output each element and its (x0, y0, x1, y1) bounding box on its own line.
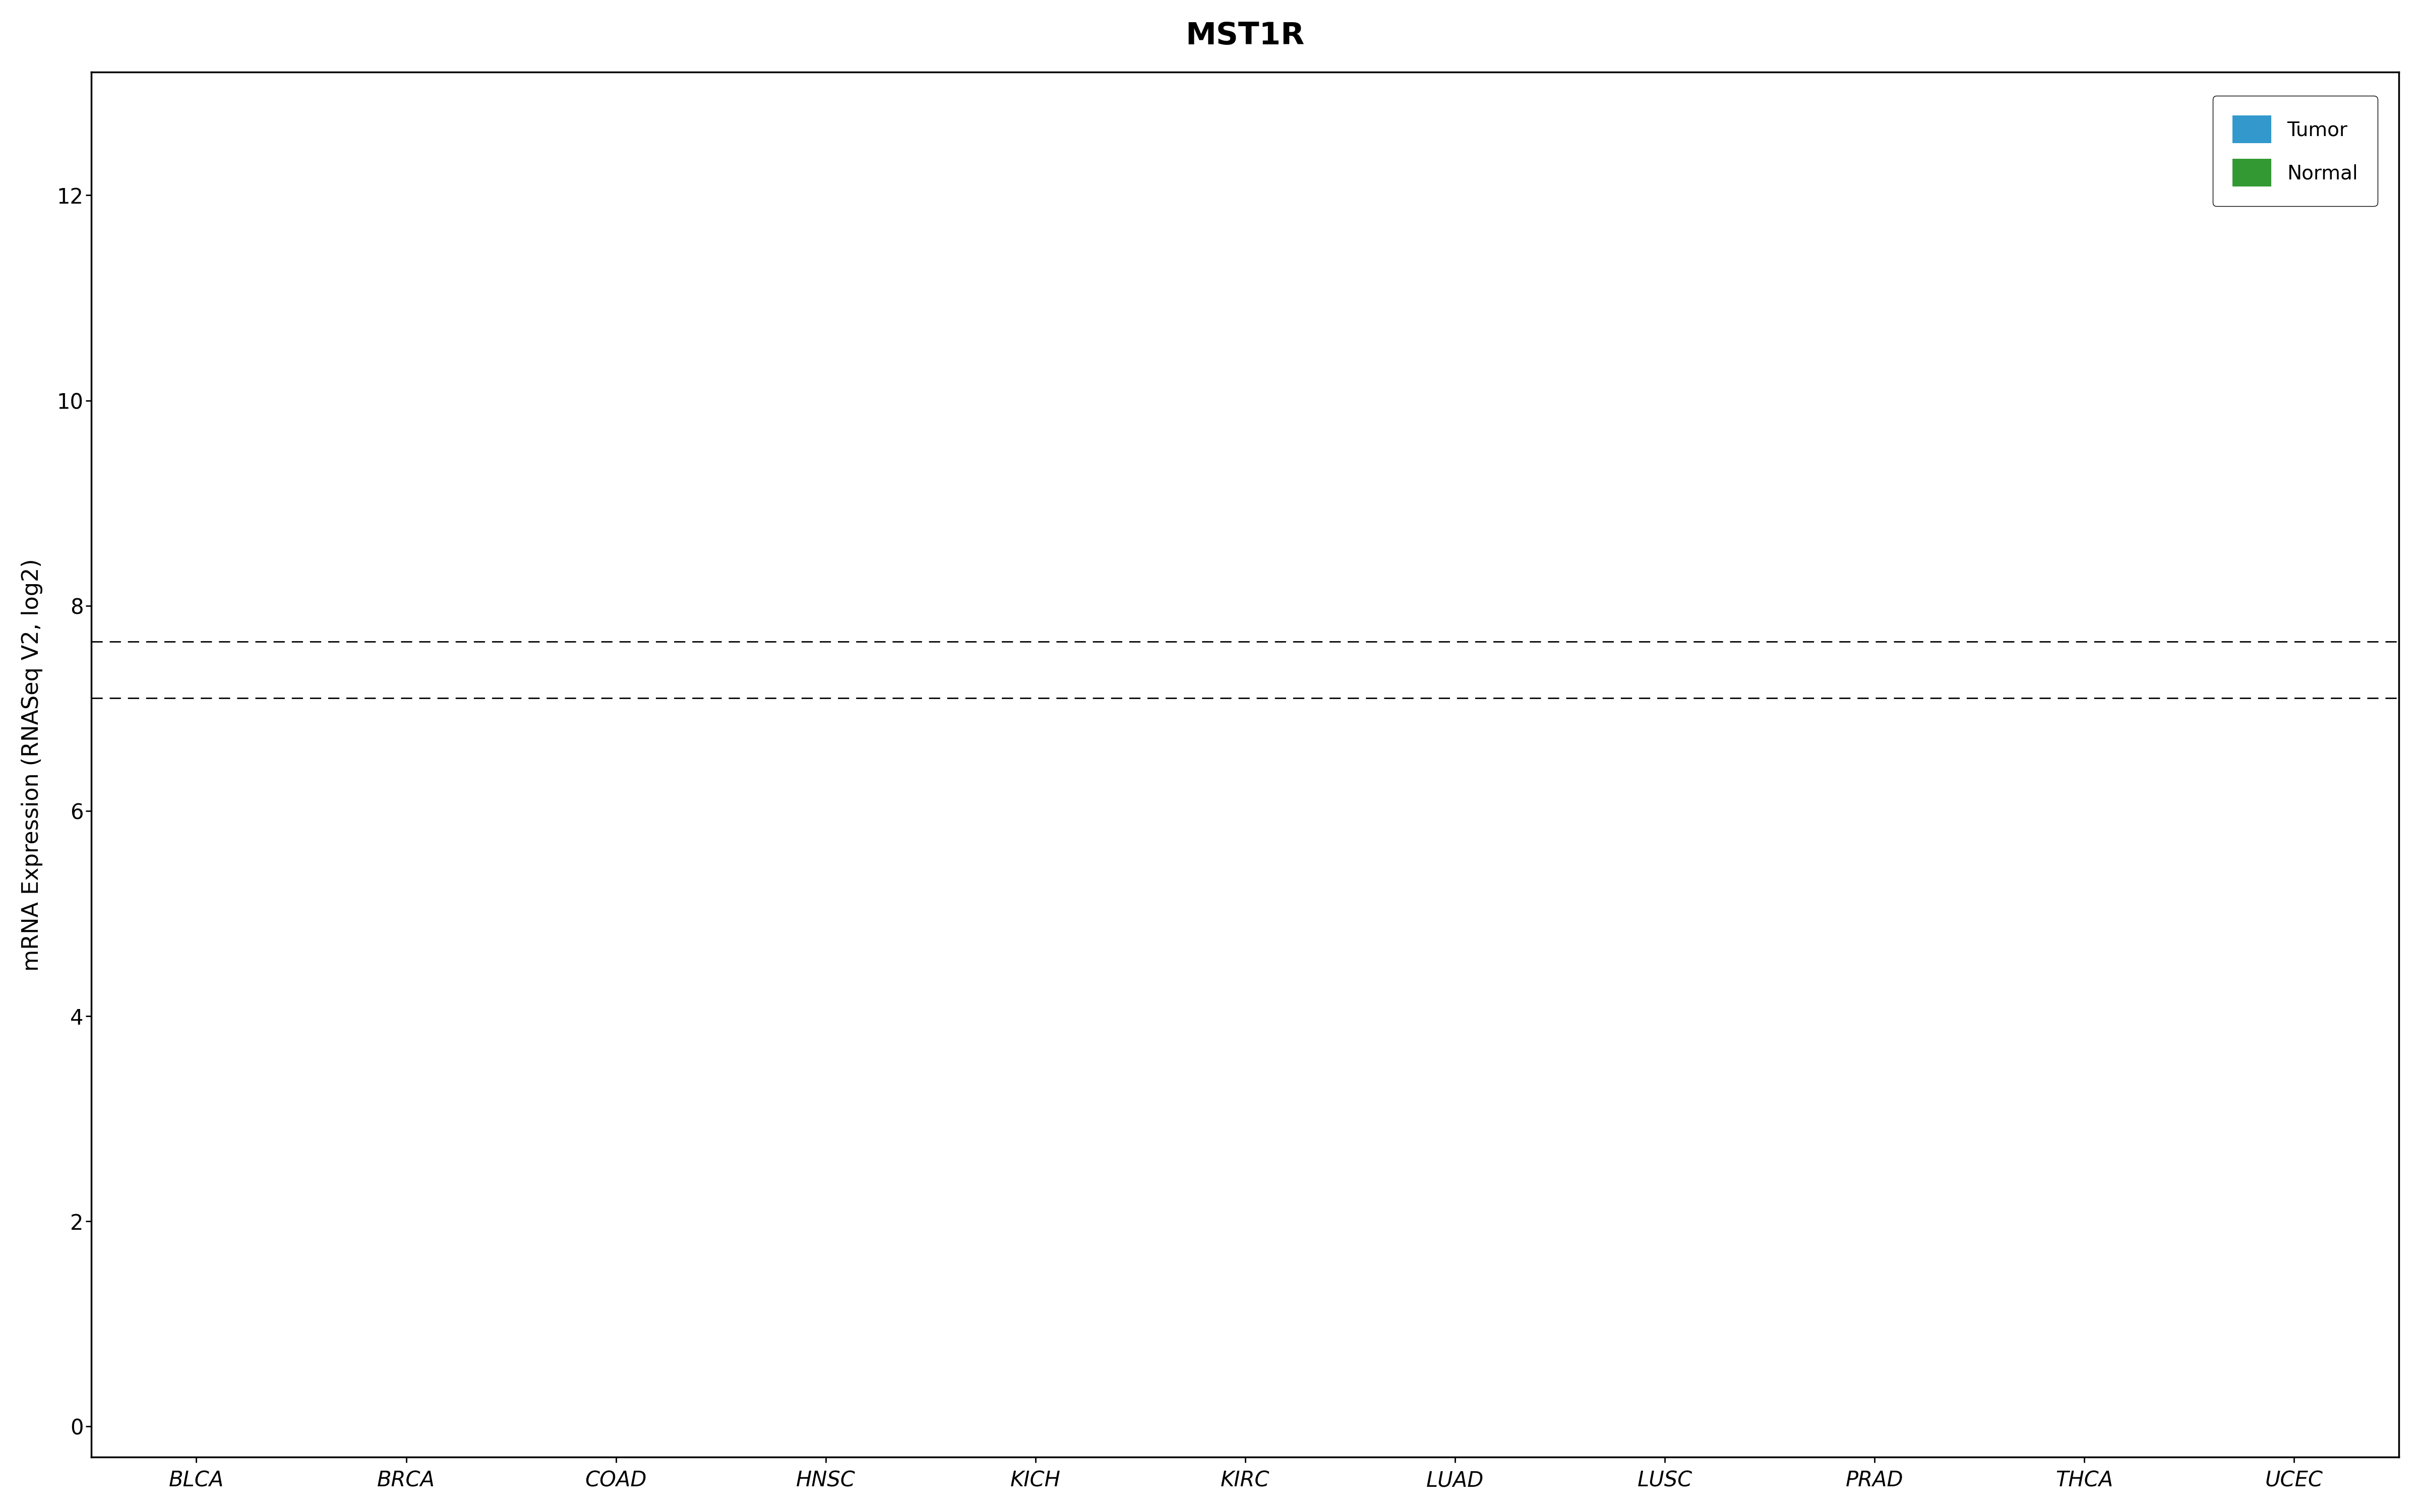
Legend: Tumor, Normal: Tumor, Normal (2212, 95, 2379, 206)
Y-axis label: mRNA Expression (RNASeq V2, log2): mRNA Expression (RNASeq V2, log2) (22, 558, 44, 971)
Title: MST1R: MST1R (1186, 21, 1304, 51)
